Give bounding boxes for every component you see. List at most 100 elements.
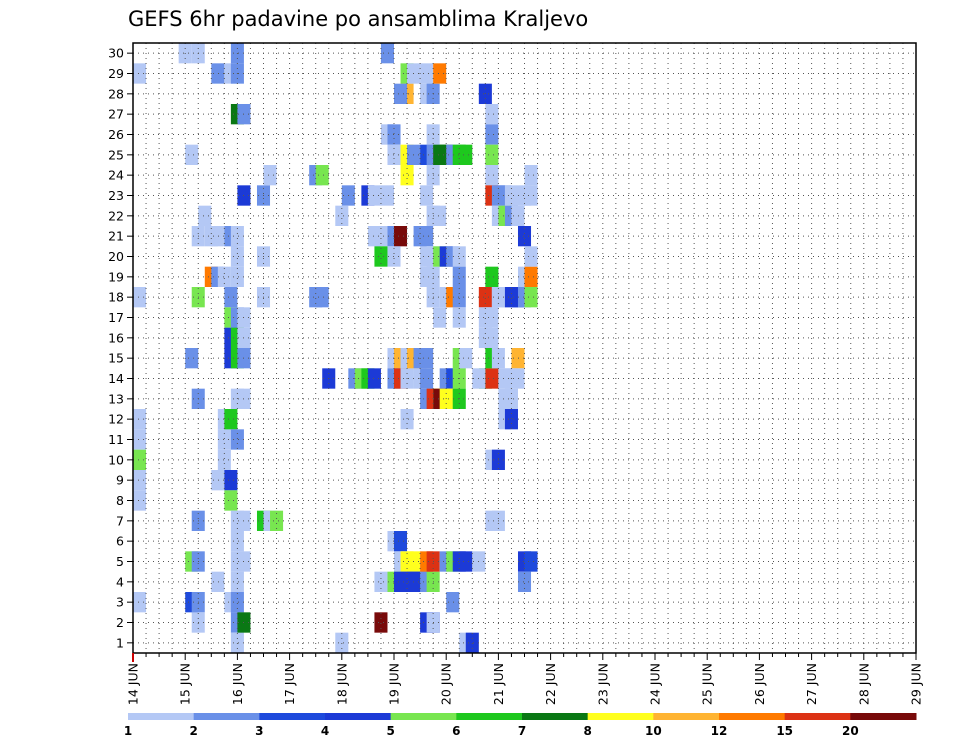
heatmap-cell [485,327,499,348]
y-tick-label: 23 [108,188,124,203]
heatmap-cell [524,165,538,186]
colorbar-label: 2 [189,724,197,738]
heatmap-cell [400,409,414,430]
heatmap-cell [511,348,525,369]
heatmap-cell [224,287,238,308]
grid-lines [132,43,917,653]
heatmap-cell [211,63,225,84]
heatmap-cell [133,409,147,430]
heatmap-cell [485,165,499,186]
heatmap-cell [211,470,225,491]
y-tick-label: 21 [108,229,124,244]
y-tick-label: 26 [108,127,124,142]
x-tick-label: 15 JUN [178,663,193,705]
x-tick-label: 18 JUN [334,663,349,705]
heatmap-cell [367,368,381,389]
heatmap-cell [387,246,401,267]
heatmap-cell [524,266,538,287]
x-tick-label: 22 JUN [543,663,558,705]
heatmap-cell [133,63,147,84]
colorbar-swatch [259,713,326,720]
colorbar-swatch [390,713,457,720]
heatmap-cell [224,490,238,511]
colorbar-label: 15 [776,724,793,738]
heatmap-cell [374,612,388,633]
heatmap-cell [217,266,231,287]
heatmap-cell [198,205,212,226]
heatmap-cell [511,368,525,389]
heatmap-cell [433,63,447,84]
heatmap-cell [452,266,466,287]
colorbar-swatch [522,713,589,720]
heatmap-cell [211,571,225,592]
colorbar-label: 3 [255,724,263,738]
colorbar-swatch [456,713,523,720]
heatmap-cell [452,246,466,267]
heatmap-cell [270,510,284,531]
heatmap-cell [230,571,244,592]
y-tick-label: 10 [108,452,124,467]
heatmap-cell [517,226,532,247]
y-tick-label: 2 [116,615,124,630]
y-tick-label: 6 [116,534,124,549]
heatmap-cell [459,551,473,572]
y-tick-label: 15 [108,351,124,366]
heatmap-cell [478,287,492,308]
y-tick-label: 30 [108,46,124,61]
heatmap-cell [485,307,499,328]
x-tick-label: 27 JUN [804,663,819,705]
color-legend: 1 2 3 4 5 6 7 8 10 12 15 20 [124,713,917,738]
heatmap-cell [133,449,147,470]
y-axis: 1234567891011121314151617181920212223242… [108,46,133,650]
heatmap-cell [504,409,518,430]
y-tick-label: 24 [108,168,124,183]
y-tick-label: 29 [108,66,124,81]
heatmap-cell [452,287,466,308]
heatmap-cell [400,165,414,186]
heatmap-cell [224,470,238,491]
y-tick-label: 20 [108,249,124,264]
heatmap-cell [485,368,499,389]
y-tick-label: 12 [108,412,124,427]
heatmap-cell [459,348,473,369]
y-tick-label: 28 [108,86,124,101]
y-tick-label: 5 [116,554,124,569]
x-tick-label: 17 JUN [282,663,297,705]
y-tick-label: 25 [108,147,124,162]
heatmap-cell [459,144,473,165]
heatmap-cell [485,104,499,125]
y-tick-label: 22 [108,208,124,223]
heatmap-cell [263,165,277,186]
heatmap-cell [420,63,434,84]
colorbar-swatch [128,713,195,720]
heatmap-cell [230,592,244,613]
colorbar-label: 8 [583,724,591,738]
heatmap-cell [230,226,244,247]
heatmap-cell [452,307,466,328]
y-tick-label: 4 [116,574,124,589]
heatmap-cell [420,368,434,389]
colorbar-label: 7 [518,724,526,738]
heatmap-cell [485,124,499,145]
colorbar-label: 5 [386,724,394,738]
y-tick-label: 3 [116,595,124,610]
colorbar-swatch [784,713,851,720]
heatmap-cell [420,226,434,247]
heatmap-cell [485,144,499,165]
x-tick-label: 19 JUN [387,663,402,705]
chart-title: GEFS 6hr padavine po ansamblima Kraljevo [128,7,588,31]
heatmap-cell [230,429,244,450]
y-tick-label: 7 [116,513,124,528]
colorbar-label: 1 [124,724,132,738]
heatmap-cell [335,632,349,653]
heatmap-cell [387,144,401,165]
y-tick-label: 13 [108,391,124,406]
heatmap-cell [133,470,147,491]
heatmap-cell [433,205,447,226]
heatmap-cell [133,429,147,450]
x-tick-label: 28 JUN [856,663,871,705]
y-tick-label: 27 [108,107,124,122]
heatmap-cell [217,449,231,470]
heatmap-cell [387,124,401,145]
